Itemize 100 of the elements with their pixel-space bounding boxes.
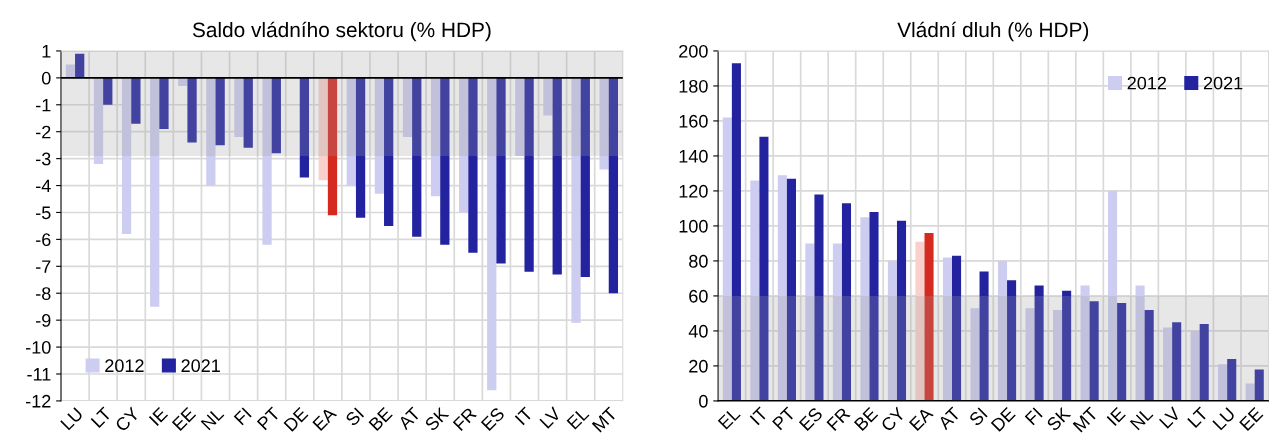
legend-label: 2021 — [1203, 76, 1243, 90]
bar — [869, 211, 879, 401]
bar — [234, 77, 244, 138]
x-tick-label: CY — [114, 406, 141, 433]
bar — [487, 77, 497, 391]
bar — [374, 77, 385, 194]
chart-title: Vládní dluh (% HDP) — [897, 21, 1089, 42]
x-tick-label: SK — [424, 406, 450, 432]
y-tick-label: 200 — [679, 44, 708, 58]
y-tick-label: 80 — [689, 254, 708, 268]
bar — [777, 175, 787, 401]
bar — [93, 77, 104, 165]
x-tick-label: NL — [200, 406, 225, 431]
x-tick-label: AT — [937, 406, 961, 431]
bar — [1117, 302, 1127, 401]
bar — [1245, 383, 1255, 401]
x-tick-label: FI — [1024, 407, 1043, 426]
bar — [131, 77, 141, 124]
y-tick-label: -8 — [36, 287, 51, 300]
x-tick-label: CY — [880, 406, 907, 433]
bar — [832, 243, 842, 401]
bar — [580, 77, 590, 278]
bar — [571, 77, 581, 323]
bar — [1199, 323, 1209, 401]
bar — [731, 63, 741, 401]
x-tick-label: EE — [171, 406, 197, 432]
bar — [243, 77, 253, 148]
y-tick-label: -1 — [36, 98, 51, 112]
y-tick-label: 40 — [688, 324, 708, 338]
x-tick-label: LU — [1212, 407, 1236, 431]
bar — [543, 77, 553, 116]
bar — [159, 77, 169, 130]
bar — [187, 77, 197, 143]
bar — [515, 77, 525, 156]
x-tick-label: EL — [566, 406, 590, 430]
x-tick-label: SI — [968, 407, 988, 427]
bar — [412, 77, 422, 237]
bar — [979, 271, 989, 401]
bar — [814, 194, 824, 401]
x-tick-label: PT — [256, 406, 281, 431]
bar — [440, 77, 450, 245]
bar — [1218, 364, 1228, 401]
bar — [496, 77, 506, 264]
x-tick-label: MT — [1072, 406, 1099, 433]
x-tick-label: FR — [826, 406, 851, 431]
x-tick-label: DE — [990, 406, 1016, 432]
bar — [860, 217, 870, 401]
y-tick-label: 160 — [679, 114, 708, 128]
y-tick-label: -7 — [36, 260, 51, 273]
bar — [1172, 322, 1182, 401]
x-tick-label: LV — [539, 406, 562, 429]
bar — [759, 136, 769, 401]
y-tick-label: -9 — [36, 314, 51, 327]
bar — [1089, 301, 1099, 401]
bar — [915, 241, 925, 401]
bar — [299, 77, 310, 178]
x-tick-label: IE — [1106, 406, 1126, 426]
bar — [924, 232, 934, 401]
x-tick-label: SK — [1045, 406, 1072, 432]
bar — [75, 53, 85, 78]
bar — [1062, 290, 1072, 401]
x-tick-label: LT — [1187, 406, 1209, 428]
bar — [150, 77, 160, 307]
x-tick-label: IT — [749, 406, 769, 426]
bar — [468, 77, 478, 253]
legend-label: 2012 — [1127, 76, 1166, 90]
bar — [1108, 190, 1118, 401]
y-tick-label: -3 — [36, 152, 51, 166]
bar — [346, 77, 356, 186]
bar — [599, 77, 609, 170]
bar — [524, 77, 534, 272]
bar — [722, 117, 732, 401]
bar — [997, 260, 1008, 401]
y-tick-label: -10 — [25, 341, 51, 354]
legend-label: 2021 — [181, 359, 220, 373]
x-tick-label: LV — [1158, 406, 1182, 429]
bar — [1163, 327, 1173, 401]
bar — [841, 203, 852, 401]
bar — [355, 77, 366, 218]
y-tick-label: 0 — [41, 71, 51, 85]
bar — [384, 77, 394, 226]
bar — [887, 260, 897, 401]
x-tick-label: EA — [312, 406, 338, 432]
bar — [459, 77, 469, 213]
y-tick-label: -11 — [27, 368, 51, 381]
bar — [121, 77, 132, 235]
y-tick-label: 1 — [42, 45, 51, 58]
bar — [318, 77, 328, 181]
x-tick-label: EL — [717, 406, 741, 430]
bar — [786, 178, 796, 401]
y-tick-label: -2 — [36, 125, 51, 139]
y-tick-label: 140 — [679, 149, 708, 163]
x-tick-label: BE — [853, 406, 879, 432]
x-tick-label: EE — [1239, 406, 1264, 432]
y-tick-label: -6 — [36, 233, 51, 247]
bar — [1254, 369, 1264, 401]
x-tick-label: ES — [798, 406, 824, 432]
y-tick-label: -5 — [36, 206, 51, 220]
bar — [942, 257, 953, 401]
y-tick-label: -4 — [36, 179, 51, 193]
